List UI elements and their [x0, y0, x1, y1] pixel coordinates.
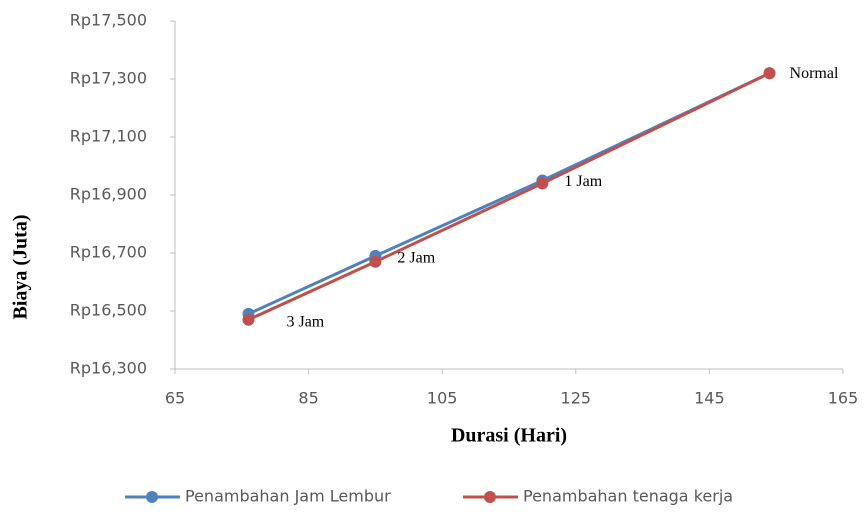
y-tick-label: Rp16,900	[70, 185, 147, 204]
y-tick-label: Rp16,300	[70, 359, 147, 378]
x-tick-label: 85	[298, 389, 318, 408]
x-axis-title: Durasi (Hari)	[451, 425, 567, 447]
legend-marker	[484, 491, 496, 503]
x-tick-label: 145	[694, 389, 725, 408]
y-tick-label: Rp16,700	[70, 243, 147, 262]
data-point	[763, 67, 776, 80]
legend-marker	[146, 491, 158, 503]
data-point	[242, 313, 255, 326]
x-tick-label: 125	[561, 389, 592, 408]
x-tick-label: 105	[427, 389, 458, 408]
data-point	[369, 255, 382, 268]
point-label: 1 Jam	[564, 173, 602, 190]
point-label: 3 Jam	[286, 313, 324, 330]
y-tick-label: Rp17,100	[70, 127, 147, 146]
point-label: Normal	[790, 65, 839, 82]
series-line	[247, 71, 771, 316]
y-axis-title: Biaya (Juta)	[10, 215, 32, 320]
y-tick-label: Rp16,500	[70, 301, 147, 320]
point-label: 2 Jam	[397, 249, 435, 266]
y-tick-label: Rp17,300	[70, 69, 147, 88]
x-tick-label: 65	[165, 389, 185, 408]
legend-label: Penambahan Jam Lembur	[185, 487, 391, 506]
y-tick-label: Rp17,500	[70, 11, 147, 30]
legend-label: Penambahan tenaga kerja	[523, 487, 733, 506]
series-line	[247, 71, 771, 322]
data-point	[536, 177, 549, 190]
x-tick-label: 165	[828, 389, 859, 408]
